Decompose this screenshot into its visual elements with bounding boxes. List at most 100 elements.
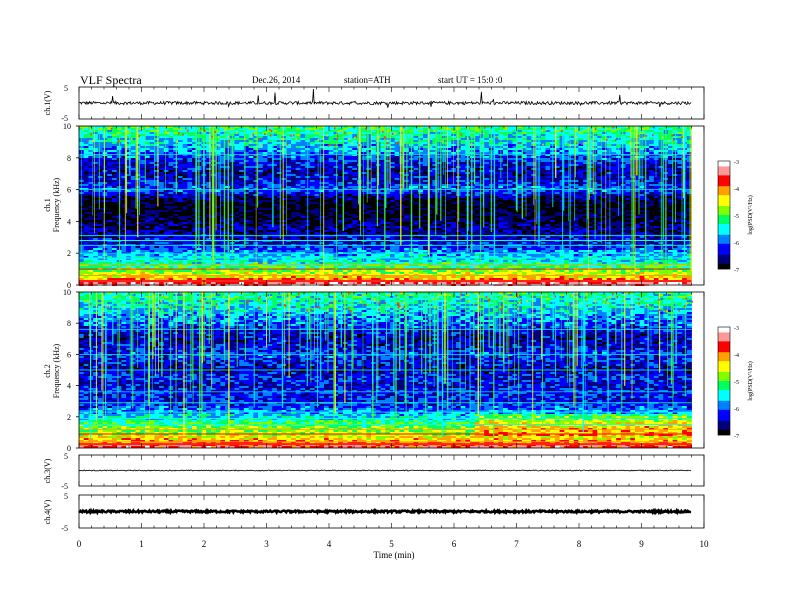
ch1-spectrogram-cell: [526, 188, 532, 190]
ch1-spectrogram-cell: [295, 126, 301, 128]
ch1-spectrogram-cell: [441, 152, 447, 154]
ch1-spectrogram-cell: [625, 168, 631, 170]
ch1-spectrogram-cell: [187, 146, 193, 148]
ch1-spectrogram-cell: [342, 142, 348, 144]
ch1-spectrogram-cell: [291, 184, 297, 186]
ch1-spectrogram-cell: [361, 192, 367, 194]
ch1-spectrogram-cell: [239, 132, 245, 134]
ch1-spectrogram-cell: [385, 200, 391, 202]
ch1-spectrogram-cell: [474, 142, 480, 144]
ch1-spectrogram-cell: [616, 148, 622, 150]
ch1-spectrogram-cell: [446, 158, 452, 160]
ch1-spectrogram-cell: [258, 174, 264, 176]
ch1-spectrogram-cell: [625, 150, 631, 152]
ch1-spectrogram-cell: [517, 162, 523, 164]
ch1-spectrogram-cell: [573, 148, 579, 150]
ch1-spectrogram-cell: [427, 130, 433, 132]
ch1-spectrogram-cell: [248, 178, 254, 180]
ch1-spectrogram-cell: [140, 162, 146, 164]
ch1-spectrogram-cell: [677, 126, 683, 128]
ch1-spectrogram-cell: [314, 148, 320, 150]
ch1-spectrogram-cell: [281, 174, 287, 176]
ch1-spectrogram-cell: [667, 196, 674, 198]
ch1-spectrogram-cell: [97, 176, 103, 178]
ch1-spectrogram-cell: [192, 192, 198, 194]
ch1-spectrogram-cell: [140, 132, 146, 134]
ch1-spectrogram-cell: [503, 170, 509, 172]
ch1-spectrogram-cell: [102, 196, 108, 198]
ch1-spectrogram-cell: [474, 146, 480, 148]
ch1-spectrogram-cell: [394, 182, 400, 184]
ch1-spectrogram-cell: [286, 158, 292, 160]
ch1-spectrogram-cell: [677, 134, 683, 136]
ch1-spectrogram-cell: [258, 132, 264, 134]
ch1-spectrogram-cell: [97, 136, 103, 138]
ch1-spectrogram-cell: [545, 198, 551, 200]
ch1-spectrogram-cell: [262, 194, 268, 196]
ch1-spectrogram-cell: [300, 190, 306, 192]
ch1-spectrogram-cell: [437, 146, 443, 148]
ch1-spectrogram-cell: [446, 138, 452, 140]
ch1-spectrogram-cell: [220, 166, 226, 168]
ch1-spectrogram-cell: [324, 148, 330, 150]
ch1-spectrogram-cell: [606, 148, 612, 150]
ch1-spectrogram-cell: [474, 148, 480, 150]
ch1-spectrogram-cell: [616, 142, 622, 144]
ch1-spectrogram-cell: [437, 176, 443, 178]
ch1-spectrogram-cell: [597, 150, 603, 152]
ch1-spectrogram-cell: [295, 162, 301, 164]
ch1-spectrogram-cell: [107, 192, 113, 194]
ch1-spectrogram-cell: [371, 130, 377, 132]
ch1-spectrogram-cell: [493, 198, 499, 200]
ch1-spectrogram-cell: [163, 182, 169, 184]
ch1-spectrogram-cell: [380, 134, 386, 136]
ch1-spectrogram-cell: [540, 184, 546, 186]
ch1-spectrogram-cell: [446, 164, 452, 166]
ch1-spectrogram-cell: [531, 128, 537, 130]
ch1-spectrogram-cell: [578, 182, 584, 184]
ch1-spectrogram-cell: [192, 194, 198, 196]
ch1-spectrogram-cell: [677, 172, 683, 174]
ch1-spectrogram-cell: [338, 160, 344, 162]
ch1-spectrogram-cell: [583, 126, 589, 128]
ch1-spectrogram-cell: [517, 194, 523, 196]
ch1-spectrogram-cell: [564, 140, 570, 142]
ch1-spectrogram-cell: [88, 146, 94, 148]
ch1-spectrogram-cell: [427, 144, 433, 146]
ch1-spectrogram-cell: [309, 134, 315, 136]
ch1-spectrogram-cell: [503, 194, 509, 196]
ch1-spectrogram-cell: [611, 192, 617, 194]
ch1-spectrogram-cell: [281, 150, 287, 152]
ch1-spectrogram-cell: [531, 182, 537, 184]
ch1-spectrogram-cell: [601, 196, 608, 198]
ch1-spectrogram-cell: [243, 170, 250, 172]
ch1-spectrogram-cell: [484, 178, 490, 180]
ch1-spectrogram-cell: [342, 144, 348, 146]
ch1-spectrogram-cell: [140, 182, 146, 184]
ch1-spectrogram-cell: [102, 186, 108, 188]
ch1-spectrogram-cell: [107, 174, 113, 176]
ch1-spectrogram-cell: [394, 160, 400, 162]
ch1-spectrogram-cell: [314, 136, 320, 138]
ch1-spectrogram-cell: [234, 144, 240, 146]
ch1-spectrogram-cell: [540, 130, 546, 132]
ch1-spectrogram-cell: [380, 192, 386, 194]
ch1-spectrogram-cell: [601, 160, 608, 162]
ch1-spectrogram-cell: [625, 126, 631, 128]
ch1-spectrogram-cell: [267, 148, 273, 150]
ch1-spectrogram-cell: [248, 144, 254, 146]
ch1-spectrogram-cell: [677, 176, 683, 178]
ch1-spectrogram-cell: [517, 184, 523, 186]
ch1-spectrogram-cell: [517, 148, 523, 150]
ch1-spectrogram-cell: [97, 198, 103, 200]
ch1-spectrogram-cell: [168, 128, 174, 130]
ch1-spectrogram-cell: [182, 168, 188, 170]
ch1-spectrogram-cell: [187, 180, 193, 182]
ch1-spectrogram-cell: [569, 160, 575, 162]
ch1-spectrogram-cell: [192, 180, 198, 182]
ch1-spectrogram-cell: [338, 150, 344, 152]
ch1-spectrogram-cell: [272, 138, 278, 140]
ch1-spectrogram-cell: [587, 188, 593, 190]
ch1-spectrogram-cell: [644, 176, 650, 178]
ch1-spectrogram-cell: [102, 174, 108, 176]
